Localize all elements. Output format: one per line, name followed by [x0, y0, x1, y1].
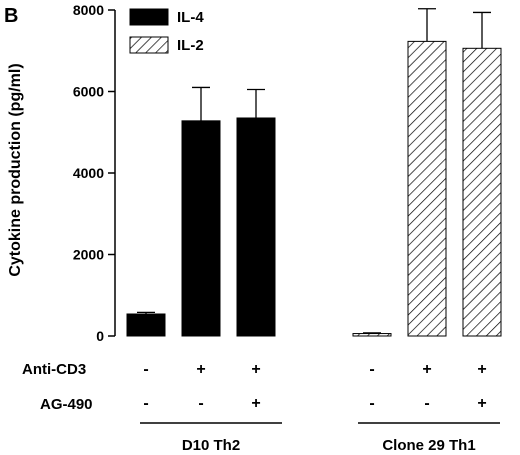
bars — [126, 8, 502, 337]
row-label-anti-cd3: Anti-CD3 — [22, 361, 86, 378]
condition-sign: + — [196, 361, 205, 378]
legend-swatch-il2 — [129, 36, 169, 54]
y-axis-label: Cytokine production (pg/ml) — [7, 63, 24, 276]
group-label-d10: D10 Th2 — [182, 437, 240, 454]
legend: IL-4 IL-2 — [129, 8, 204, 54]
y-tick-label: 8000 — [73, 2, 104, 18]
bar-il2-2 — [407, 40, 447, 337]
bar-il2-3 — [462, 47, 502, 337]
condition-sign: + — [477, 395, 486, 412]
bar-il4-3 — [236, 117, 276, 337]
condition-sign: - — [369, 361, 374, 378]
bar-il4-1 — [126, 313, 166, 337]
condition-sign: - — [143, 361, 148, 378]
bar-il2-1 — [352, 333, 392, 337]
row-label-ag-490: AG-490 — [40, 396, 93, 413]
legend-label-il2: IL-2 — [177, 37, 204, 54]
condition-signs: - + + - + + - - + - - + — [143, 361, 486, 412]
condition-sign: - — [198, 395, 203, 412]
condition-sign: + — [477, 361, 486, 378]
condition-sign: - — [369, 395, 374, 412]
y-tick-label: 0 — [96, 328, 104, 344]
y-tick-label: 2000 — [73, 247, 104, 263]
panel-label: B — [4, 5, 18, 27]
y-ticks: 0 2000 4000 6000 8000 — [73, 2, 115, 344]
legend-label-il4: IL-4 — [177, 9, 204, 26]
group-label-clone29: Clone 29 Th1 — [382, 437, 475, 454]
y-tick-label: 4000 — [73, 165, 104, 181]
condition-sign: - — [424, 395, 429, 412]
bar-il4-2 — [181, 120, 221, 337]
condition-sign: - — [143, 395, 148, 412]
condition-sign: + — [251, 361, 260, 378]
y-tick-label: 6000 — [73, 84, 104, 100]
condition-sign: + — [422, 361, 431, 378]
condition-sign: + — [251, 395, 260, 412]
legend-swatch-il4 — [129, 8, 169, 26]
